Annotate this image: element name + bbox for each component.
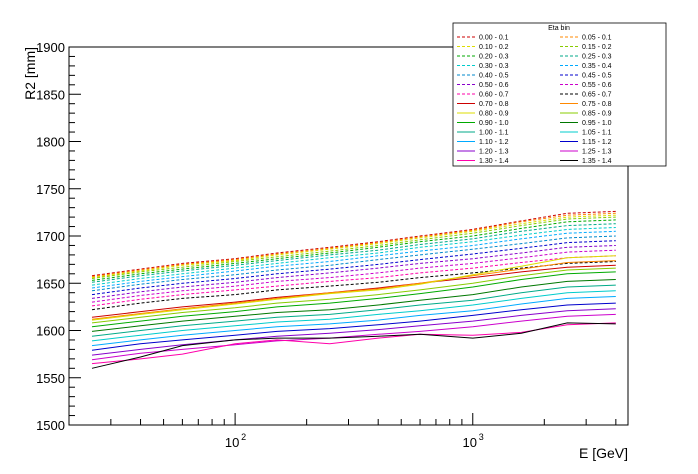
legend-label: 1.20 - 1.3: [479, 149, 509, 156]
series-line: [91, 260, 616, 320]
series-line: [91, 227, 616, 286]
legend-label: 1.10 - 1.2: [479, 139, 509, 146]
legend-label: 0.40 - 0.5: [479, 73, 509, 80]
series-line: [91, 322, 616, 369]
legend-label: 0.60 - 0.7: [479, 92, 509, 99]
series-line: [91, 313, 616, 361]
series-line: [91, 216, 616, 279]
series-line: [91, 308, 616, 356]
legend-label: 0.75 - 0.8: [582, 101, 612, 108]
y-tick-label: 1550: [36, 371, 65, 386]
y-tick-label: 1750: [36, 182, 65, 197]
legend-label: 0.25 - 0.3: [582, 54, 612, 61]
legend-label: 0.35 - 0.4: [582, 63, 612, 70]
legend: Eta bin 0.00 - 0.1 0.05 - 0.1 0.10 - 0.2 0.…: [452, 22, 667, 167]
y-tick-label: 1850: [36, 87, 65, 102]
legend-label: 0.00 - 0.1: [479, 35, 509, 42]
y-tick-label: 1600: [36, 324, 65, 339]
legend-label: 0.80 - 0.9: [479, 111, 509, 118]
legend-label: 0.95 - 1.0: [582, 120, 612, 127]
series-layer: [91, 210, 616, 369]
legend-label: 0.05 - 0.1: [582, 35, 612, 42]
legend-label: 0.30 - 0.3: [479, 63, 509, 70]
legend-label: 0.90 - 1.0: [479, 120, 509, 127]
series-line: [91, 296, 616, 347]
x-tick-exponent: 3: [479, 432, 484, 442]
y-tick-label: 1700: [36, 229, 65, 244]
legend-label: 0.70 - 0.8: [479, 101, 509, 108]
series-line: [91, 284, 616, 337]
legend-label: 0.10 - 0.2: [479, 44, 509, 51]
y-tick-label: 1650: [36, 276, 65, 291]
legend-box: [452, 22, 667, 167]
y-tick-label: 1500: [36, 418, 65, 433]
legend-label: 1.00 - 1.1: [479, 130, 509, 137]
series-line: [91, 219, 616, 281]
series-line: [91, 230, 616, 289]
series-line: [91, 322, 616, 365]
series-line: [91, 255, 616, 321]
series-line: [91, 214, 616, 279]
x-tick-exponent: 2: [241, 432, 246, 442]
series-line: [91, 279, 616, 332]
y-axis: 1500 1550 1600 1650 1700 1750 1800 1850 1900: [36, 40, 81, 433]
y-tick-label: 1800: [36, 135, 65, 150]
series-line: [91, 290, 616, 342]
x-tick-label: 10: [225, 435, 239, 450]
y-tick-label: 1900: [36, 40, 65, 55]
legend-label: 1.15 - 1.2: [582, 139, 612, 146]
legend-label: 0.85 - 0.9: [582, 111, 612, 118]
series-line: [91, 240, 616, 296]
legend-label: 0.55 - 0.6: [582, 82, 612, 89]
series-line: [91, 210, 616, 277]
legend-label: 1.35 - 1.4: [582, 158, 612, 165]
legend-label: 0.20 - 0.3: [479, 54, 509, 61]
y-axis-title: R2 [mm]: [22, 47, 38, 100]
series-line: [91, 212, 616, 278]
series-line: [91, 271, 616, 328]
legend-label: 1.05 - 1.1: [582, 130, 612, 137]
series-line: [91, 302, 616, 351]
series-line: [91, 267, 616, 324]
x-axis: 10 2 10 3: [68, 413, 617, 450]
series-line: [91, 223, 616, 283]
series-line: [91, 249, 616, 303]
x-tick-label: 10: [463, 435, 477, 450]
legend-label: 0.50 - 0.6: [479, 82, 509, 89]
legend-title: Eta bin: [548, 25, 570, 32]
legend-label: 0.45 - 0.5: [582, 73, 612, 80]
x-axis-title: E [GeV]: [579, 445, 628, 461]
legend-label: 0.65 - 0.7: [582, 92, 612, 99]
legend-label: 0.15 - 0.2: [582, 44, 612, 51]
legend-label: 1.25 - 1.3: [582, 149, 612, 156]
legend-label: 1.30 - 1.4: [479, 158, 509, 165]
